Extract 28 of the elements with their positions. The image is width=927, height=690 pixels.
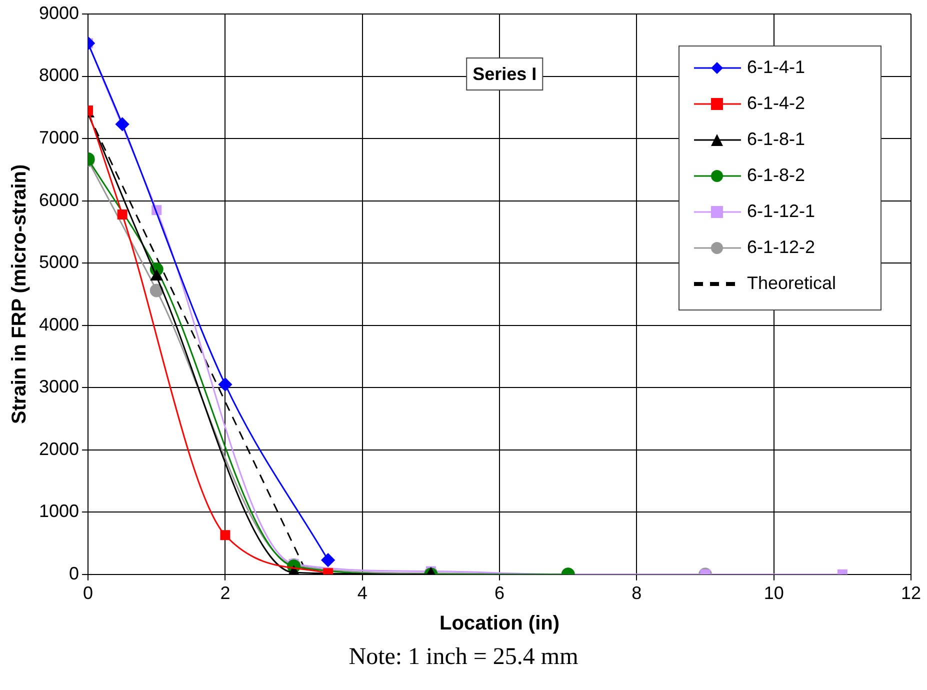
- x-tick-label: 10: [764, 583, 784, 604]
- legend-label: 6-1-8-1: [747, 128, 806, 149]
- y-tick-label: 5000: [38, 252, 80, 272]
- text: Note: 1 inch = 25.4 mm: [348, 644, 580, 671]
- legend-label: 6-1-4-1: [747, 56, 806, 77]
- y-tick-label: 4000: [38, 314, 80, 334]
- y-tick-label: 9000: [38, 2, 80, 23]
- legend-label: 6-1-12-2: [747, 236, 816, 257]
- x-axis-title: Location (in): [440, 612, 560, 635]
- x-tick-label: 8: [632, 583, 642, 604]
- x-tick-label: 4: [357, 583, 368, 604]
- legend-label: Theoretical: [747, 272, 836, 293]
- legend-label: 6-1-12-1: [747, 200, 816, 221]
- y-tick-label: 7000: [38, 128, 80, 148]
- y-tick-label: 1000: [38, 501, 80, 522]
- y-tick-label: 6000: [38, 190, 80, 210]
- x-tick-label: 0: [83, 583, 94, 604]
- legend-label: 6-1-8-2: [747, 164, 806, 185]
- y-axis-title: Strain in FRP (micro-strain): [8, 164, 31, 424]
- x-tick-label: 12: [900, 583, 922, 604]
- x-tick-label: 2: [220, 583, 230, 604]
- y-tick-label: 3000: [38, 376, 80, 397]
- annotation: Series I: [472, 64, 537, 84]
- y-tick-label: 0: [69, 563, 80, 584]
- y-tick-label: 2000: [38, 438, 80, 459]
- legend-label: 6-1-4-2: [747, 92, 806, 113]
- y-tick-label: 8000: [38, 65, 80, 86]
- x-tick-label: 6: [494, 583, 505, 604]
